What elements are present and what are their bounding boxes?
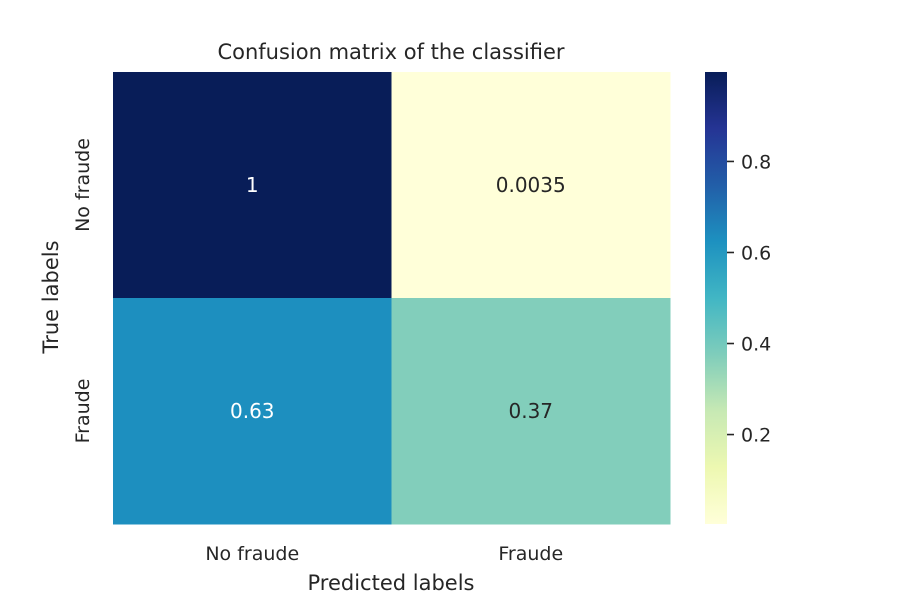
- cell-value-label-r0-c0: 1: [246, 173, 259, 197]
- colorbar-tick-label: 0.6: [741, 242, 771, 264]
- heatmap-cell-r1-c0: [113, 298, 392, 525]
- x-axis-label: Predicted labels: [308, 571, 475, 595]
- x-tick-labels: No fraude Fraude: [205, 543, 563, 565]
- colorbar-tick-label: 0.8: [741, 151, 771, 173]
- y-tick-labels: No fraude Fraude: [72, 138, 94, 443]
- y-tick-label: Fraude: [72, 379, 94, 444]
- heatmap-cell-r0-c1: [391, 72, 671, 299]
- colorbar-tick-label: 0.2: [741, 425, 771, 447]
- colorbar-gradient: [705, 72, 727, 524]
- x-tick-label: No fraude: [205, 543, 299, 565]
- colorbar-tick-label: 0.4: [741, 334, 771, 356]
- colorbar: 0.2 0.4 0.6 0.8: [705, 72, 771, 524]
- y-tick-label: No fraude: [72, 138, 94, 232]
- x-tick-label: Fraude: [498, 543, 563, 565]
- heatmap-cells: 1 0.0035 0.63 0.37: [113, 72, 671, 525]
- cell-value-label-r0-c1: 0.0035: [496, 173, 566, 197]
- cell-value-label-r1-c1: 0.37: [508, 399, 553, 423]
- chart-title: Confusion matrix of the classifier: [217, 40, 564, 64]
- heatmap-cell-r0-c0: [113, 72, 392, 299]
- heatmap-cell-r1-c1: [391, 298, 671, 525]
- y-axis-label: True labels: [39, 240, 63, 354]
- cell-value-label-r1-c0: 0.63: [230, 399, 275, 423]
